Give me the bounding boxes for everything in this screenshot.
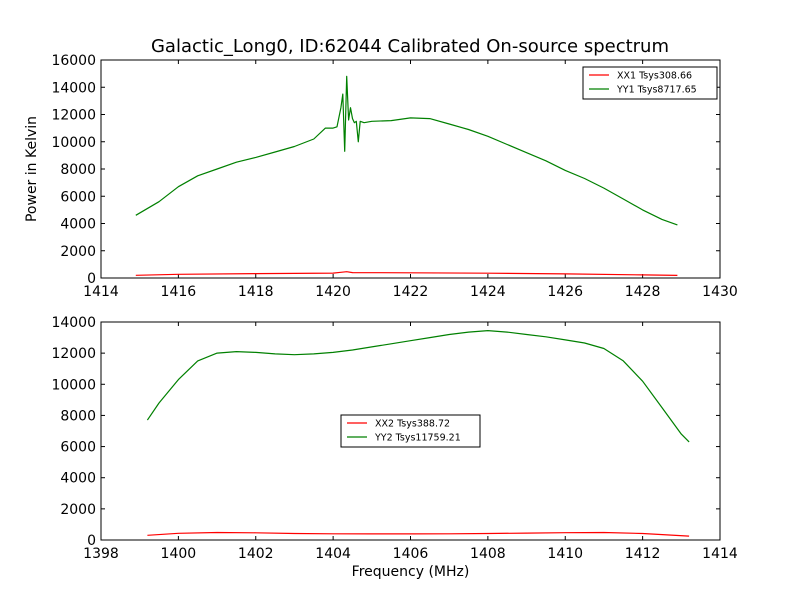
figure-title: Galactic_Long0, ID:62044 Calibrated On-s… — [151, 36, 669, 57]
top-series-line-0 — [135, 271, 678, 276]
bottom-panel-lines — [146, 330, 690, 537]
top-x-tick-label: 1416 — [161, 284, 197, 300]
bottom-panel-legend-box — [340, 414, 481, 448]
bottom-x-tick-label: 1404 — [315, 546, 351, 562]
bottom-panel-x-tick-labels: 1398 1400 1402 1404 1406 1408 1410 1412 1414 — [83, 546, 738, 562]
bottom-y-tick-label: 6000 — [60, 440, 96, 456]
bottom-y-tick-label: 10000 — [51, 377, 96, 393]
top-series-line-1 — [135, 75, 678, 226]
bottom-y-tick-label: 12000 — [51, 346, 96, 362]
top-x-tick-label: 1424 — [470, 284, 506, 300]
bottom-x-tick-label: 1398 — [83, 546, 119, 562]
bottom-panel: 1398 1400 1402 1404 1406 1408 1410 1412 1414 0 20… — [51, 315, 737, 580]
bottom-x-tick-label: 1412 — [625, 546, 661, 562]
top-x-tick-label: 1430 — [702, 284, 738, 300]
top-panel-y-axis-label: Power in Kelvin — [24, 116, 40, 222]
legend-label-yy1: YY1 Tsys8717.65 — [616, 85, 697, 96]
legend-label-yy2: YY2 Tsys11759.21 — [374, 433, 461, 444]
bottom-y-tick-label: 4000 — [60, 471, 96, 487]
top-panel-y-tick-labels: 0 2000 4000 6000 8000 10000 12000 14000 16000 — [51, 53, 96, 287]
top-y-tick-label: 2000 — [60, 244, 96, 260]
bottom-y-tick-label: 14000 — [51, 315, 96, 331]
top-x-tick-label: 1420 — [315, 284, 351, 300]
bottom-x-tick-label: 1414 — [702, 546, 738, 562]
top-y-tick-label: 8000 — [60, 162, 96, 178]
top-x-tick-label: 1428 — [625, 284, 661, 300]
bottom-panel-x-axis-label: Frequency (MHz) — [352, 564, 470, 580]
top-y-tick-label: 10000 — [51, 135, 96, 151]
bottom-y-tick-label: 2000 — [60, 502, 96, 518]
bottom-y-tick-label: 0 — [87, 533, 96, 549]
top-x-tick-label: 1426 — [547, 284, 583, 300]
bottom-panel-y-tick-labels: 0 2000 4000 6000 8000 10000 12000 14000 — [51, 315, 96, 549]
legend-label-xx1: XX1 Tsys308.66 — [617, 71, 692, 82]
top-y-tick-label: 12000 — [51, 108, 96, 124]
bottom-x-tick-label: 1410 — [547, 546, 583, 562]
top-y-tick-label: 6000 — [60, 189, 96, 205]
top-panel-legend: XX1 Tsys308.66 YY1 Tsys8717.65 — [582, 66, 718, 100]
bottom-x-tick-label: 1406 — [393, 546, 429, 562]
bottom-series-line-1 — [146, 330, 690, 443]
bottom-x-tick-label: 1408 — [470, 546, 506, 562]
top-panel-x-tick-labels: 1414 1416 1418 1420 1422 1424 1426 1428 1430 — [83, 284, 738, 300]
top-x-tick-label: 1422 — [393, 284, 429, 300]
top-panel: 1414 1416 1418 1420 1422 1424 1426 1428 1430 0 20… — [24, 53, 738, 300]
bottom-y-tick-label: 8000 — [60, 408, 96, 424]
bottom-panel-frame — [100, 321, 721, 541]
bottom-series-line-0 — [147, 531, 690, 537]
top-panel-lines — [135, 75, 678, 276]
top-y-tick-label: 0 — [87, 271, 96, 287]
legend-label-xx2: XX2 Tsys388.72 — [375, 419, 450, 430]
top-y-tick-label: 16000 — [51, 53, 96, 69]
top-panel-frame — [100, 59, 721, 279]
top-x-tick-label: 1418 — [238, 284, 274, 300]
bottom-panel-ticks — [100, 321, 721, 541]
top-y-tick-label: 14000 — [51, 80, 96, 96]
top-y-tick-label: 4000 — [60, 217, 96, 233]
top-panel-legend-box — [582, 66, 718, 100]
bottom-panel-legend: XX2 Tsys388.72 YY2 Tsys11759.21 — [340, 414, 481, 448]
top-x-tick-label: 1414 — [83, 284, 119, 300]
bottom-x-tick-label: 1400 — [161, 546, 197, 562]
bottom-x-tick-label: 1402 — [238, 546, 274, 562]
